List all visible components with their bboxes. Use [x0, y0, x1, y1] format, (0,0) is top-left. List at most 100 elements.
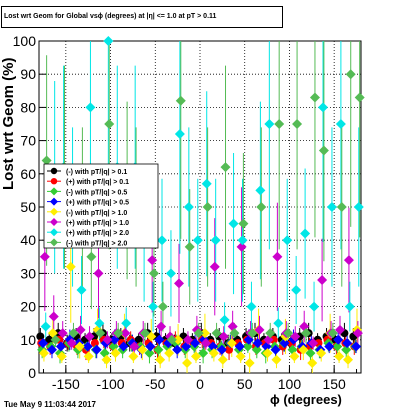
data-point: [120, 328, 131, 339]
data-point: [148, 301, 159, 312]
y-tick-label: 60: [20, 166, 36, 182]
data-point: [129, 341, 140, 352]
data-point: [254, 324, 265, 335]
y-tick-label: 70: [20, 133, 36, 149]
data-point: [148, 268, 159, 279]
data-point: [318, 102, 328, 113]
data-point: [192, 235, 203, 246]
data-point: [190, 351, 201, 362]
legend-marker: [50, 187, 58, 196]
legend: (-) with pT/|q| > 0.1 (+) with pT/|q| > 0…: [43, 163, 159, 249]
data-point: [318, 145, 329, 156]
data-point: [91, 344, 102, 355]
data-point: [226, 338, 237, 349]
data-point: [272, 251, 283, 262]
y-tick-label: 0: [28, 365, 36, 381]
data-point: [56, 351, 67, 362]
data-point: [82, 341, 93, 352]
data-point: [343, 255, 354, 266]
data-point: [307, 358, 318, 369]
data-point: [36, 332, 45, 341]
data-point: [166, 334, 177, 345]
grid: [39, 41, 361, 373]
data-point: [153, 344, 164, 355]
data-point: [110, 348, 121, 359]
data-point: [38, 348, 49, 359]
data-point: [220, 162, 231, 173]
x-tick-label: -50: [145, 376, 165, 392]
data-point: [235, 351, 246, 362]
legend-marker: [50, 238, 58, 247]
data-point: [184, 241, 195, 252]
data-point: [273, 318, 284, 329]
data-point: [118, 341, 129, 352]
y-tick-label: 80: [20, 99, 36, 115]
data-point: [228, 218, 239, 229]
legend-entry: (+) with pT/|q| > 2.0: [66, 230, 129, 237]
data-point: [55, 341, 66, 352]
x-tick-label: 0: [196, 376, 204, 392]
data-point: [264, 119, 275, 129]
data-point: [183, 202, 194, 212]
legend-entry: (-) with pT/|q| > 2.0: [66, 240, 127, 247]
legend-entry: (-) with pT/|q| > 1.0: [66, 210, 127, 217]
y-tick-label: 50: [20, 199, 36, 215]
data-point: [140, 328, 151, 339]
data-point: [173, 334, 184, 345]
data-point: [238, 218, 249, 229]
legend-marker: [50, 218, 58, 226]
data-point: [104, 119, 115, 129]
data-point: [40, 321, 51, 332]
data-point: [101, 354, 112, 365]
data-point: [334, 324, 345, 335]
data-point: [202, 202, 213, 212]
data-point: [174, 128, 185, 139]
legend-entry: (+) with pT/|q| > 0.1: [66, 179, 129, 186]
data-point: [236, 241, 247, 252]
data-point: [154, 334, 165, 345]
data-point: [41, 155, 52, 166]
data-point: [199, 328, 210, 339]
y-tick-label: 100: [13, 33, 37, 49]
data-point: [326, 202, 337, 212]
data-point: [309, 301, 320, 312]
data-point: [256, 202, 267, 212]
x-tick-label: -150: [52, 376, 80, 392]
data-point: [279, 338, 290, 349]
data-point: [182, 358, 193, 369]
data-point: [155, 354, 166, 365]
data-point: [336, 202, 347, 212]
data-point: [283, 328, 294, 339]
data-point: [50, 334, 61, 345]
data-point: [345, 69, 356, 80]
axis-ticks: 0 10 20 30 40 50 60 70 80 90 100 -150 -100 -50 0 50 100 1…: [13, 33, 358, 392]
data-point: [237, 235, 248, 246]
data-point: [270, 344, 281, 355]
data-point: [165, 268, 176, 279]
data-point: [351, 341, 362, 352]
x-tick-label: -100: [97, 376, 125, 392]
data-point: [352, 328, 363, 339]
data-point: [342, 338, 353, 349]
legend-marker: [50, 167, 58, 175]
data-point: [157, 301, 168, 312]
data-point: [290, 331, 301, 342]
data-point: [83, 351, 94, 362]
data-point: [289, 351, 300, 362]
y-tick-label: 10: [20, 332, 36, 348]
y-tick-label: 30: [20, 265, 36, 281]
x-axis-label: ϕ (degrees): [270, 392, 342, 407]
data-point: [84, 331, 95, 342]
data-point: [271, 354, 282, 365]
data-point: [343, 354, 354, 365]
data-point: [157, 235, 167, 246]
data-point: [334, 351, 345, 362]
data-point: [38, 338, 49, 349]
timestamp: Tue May 9 11:03:44 2017: [4, 400, 96, 409]
data-point: [193, 328, 204, 339]
data-point: [39, 251, 50, 262]
data-point: [75, 324, 86, 335]
data-point: [65, 261, 76, 272]
data-point: [48, 311, 59, 322]
